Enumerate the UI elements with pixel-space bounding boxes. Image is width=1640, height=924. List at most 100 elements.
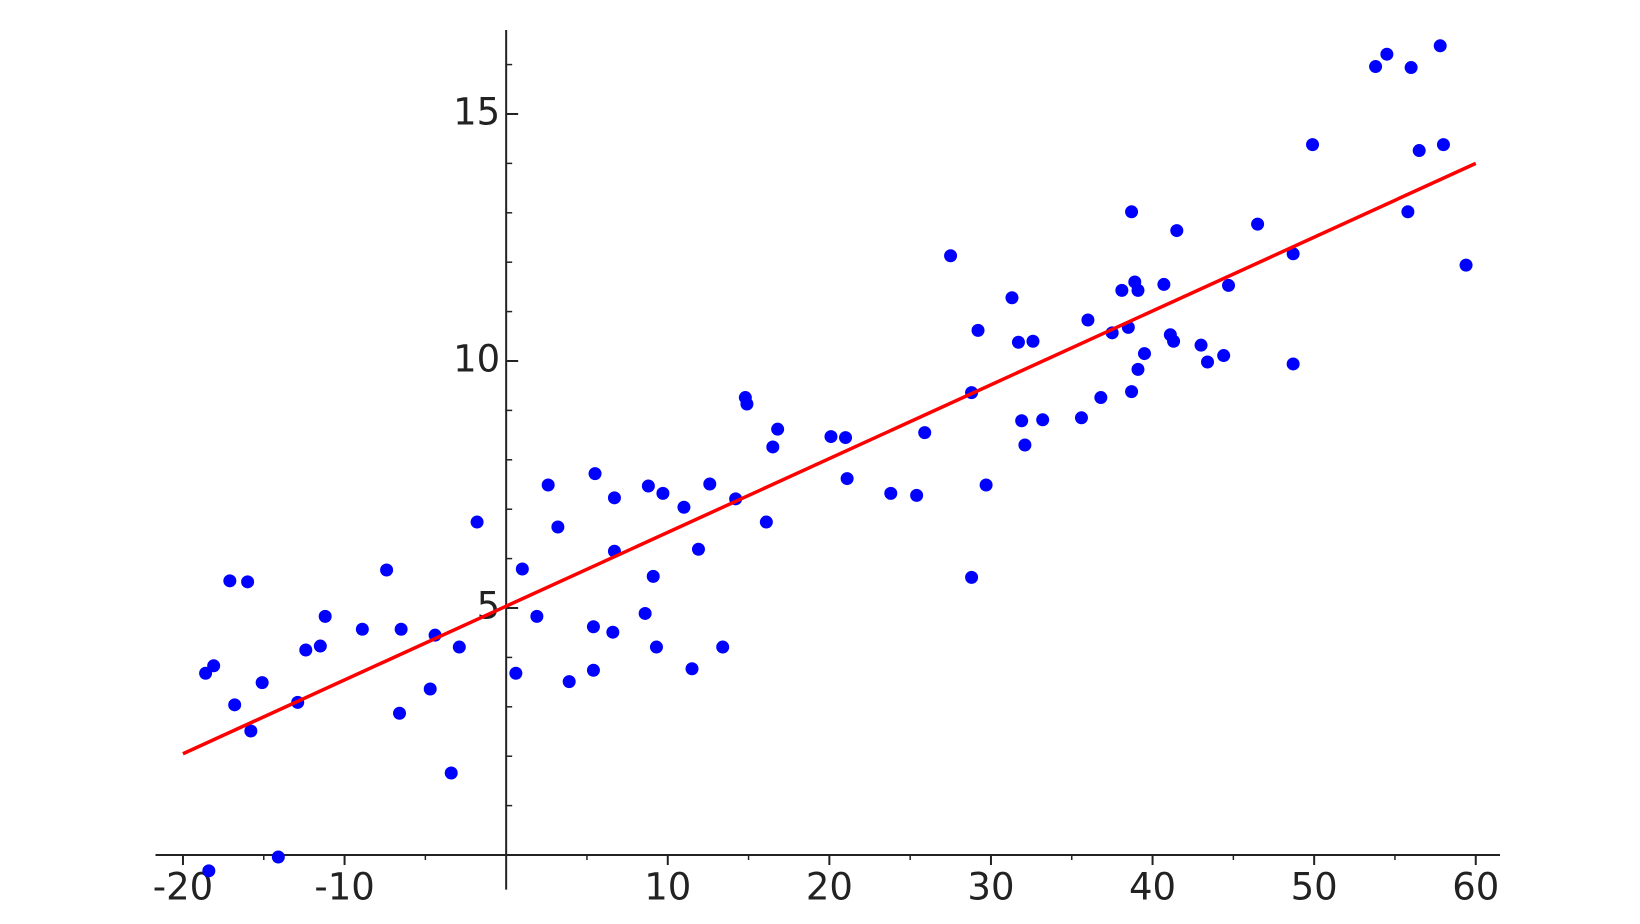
scatter-point bbox=[588, 467, 602, 481]
x-tick-label: 20 bbox=[806, 866, 853, 909]
scatter-point bbox=[641, 479, 655, 493]
scatter-point bbox=[1131, 283, 1145, 297]
scatter-point bbox=[380, 563, 394, 577]
scatter-point bbox=[241, 575, 255, 589]
scatter-point bbox=[1306, 138, 1320, 152]
scatter-point bbox=[1286, 247, 1300, 261]
scatter-point bbox=[691, 542, 705, 556]
scatter-point bbox=[1125, 385, 1139, 399]
scatter-point bbox=[1015, 414, 1029, 428]
scatter-point bbox=[759, 515, 773, 529]
scatter-point bbox=[271, 850, 285, 864]
scatter-point bbox=[944, 249, 958, 263]
y-tick-label: 10 bbox=[453, 337, 500, 380]
scatter-point bbox=[1131, 362, 1145, 376]
scatter-point bbox=[207, 659, 221, 673]
scatter-point bbox=[638, 606, 652, 620]
scatter-point bbox=[1369, 60, 1383, 74]
scatter-point bbox=[840, 472, 854, 486]
scatter-point bbox=[1170, 224, 1184, 238]
scatter-point bbox=[1436, 138, 1450, 152]
scatter-point bbox=[355, 622, 369, 636]
scatter-point bbox=[393, 706, 407, 720]
x-tick-label: -10 bbox=[314, 866, 374, 909]
scatter-point bbox=[586, 620, 600, 634]
scatter-point bbox=[1026, 334, 1040, 348]
scatter-point bbox=[703, 477, 717, 491]
scatter-point bbox=[884, 486, 898, 500]
scatter-point bbox=[1380, 47, 1394, 61]
scatter-point bbox=[1201, 355, 1215, 369]
scatter-point bbox=[444, 766, 458, 780]
scatter-point bbox=[606, 625, 620, 639]
x-tick-label: 10 bbox=[644, 866, 691, 909]
scatter-point bbox=[1094, 391, 1108, 405]
scatter-point bbox=[649, 640, 663, 654]
scatter-point bbox=[910, 488, 924, 502]
scatter-point bbox=[1167, 334, 1181, 348]
scatter-point bbox=[1217, 349, 1231, 363]
scatter-point bbox=[1081, 313, 1095, 327]
scatter-point bbox=[1074, 411, 1088, 425]
scatter-point bbox=[1036, 413, 1050, 427]
scatter-point bbox=[394, 622, 408, 636]
scatter-point bbox=[470, 515, 484, 529]
scatter-point bbox=[771, 422, 785, 436]
scatter-point bbox=[1286, 357, 1300, 371]
scatter-point bbox=[1401, 205, 1415, 219]
scatter-point bbox=[551, 520, 565, 534]
scatter-point bbox=[202, 864, 216, 878]
scatter-point bbox=[740, 397, 754, 411]
scatter-point bbox=[244, 724, 258, 738]
y-tick-label: 15 bbox=[453, 90, 500, 133]
scatter-point bbox=[677, 500, 691, 514]
scatter-point bbox=[716, 640, 730, 654]
scatter-point bbox=[223, 574, 237, 588]
scatter-point bbox=[979, 478, 993, 492]
x-tick-label: 30 bbox=[967, 866, 1014, 909]
scatter-point bbox=[452, 640, 466, 654]
scatter-point bbox=[839, 431, 853, 445]
scatter-point bbox=[1005, 291, 1019, 305]
scatter-point bbox=[1018, 438, 1032, 452]
fit-line bbox=[182, 161, 1477, 756]
scatter-point bbox=[228, 698, 242, 712]
scatter-point bbox=[1115, 283, 1129, 297]
x-tick-label: 60 bbox=[1452, 866, 1499, 909]
scatter-point bbox=[646, 569, 660, 583]
scatter-point bbox=[1125, 205, 1139, 219]
x-tick-label: 40 bbox=[1129, 866, 1176, 909]
scatter-point bbox=[685, 662, 699, 676]
scatter-point bbox=[824, 430, 838, 444]
scatter-point bbox=[509, 666, 523, 680]
scatter-point bbox=[255, 676, 269, 690]
scatter-point bbox=[586, 663, 600, 677]
scatter-point bbox=[1157, 277, 1171, 291]
scatter-point bbox=[1011, 335, 1025, 349]
scatter-point bbox=[1459, 258, 1473, 272]
scatter-point bbox=[656, 486, 670, 500]
scatter-point bbox=[1251, 217, 1265, 231]
scatter-point bbox=[1404, 61, 1418, 75]
scatter-point bbox=[971, 323, 985, 337]
scatter-point bbox=[562, 675, 576, 689]
scatter-point bbox=[965, 570, 979, 584]
scatter-point bbox=[1137, 347, 1151, 361]
scatter-point bbox=[1412, 144, 1426, 158]
scatter-point bbox=[515, 562, 529, 576]
scatter-point bbox=[1433, 39, 1447, 53]
scatter-point bbox=[299, 643, 313, 657]
scatter-point bbox=[1222, 278, 1236, 292]
scatter-point bbox=[766, 440, 780, 454]
scatter-point bbox=[318, 609, 332, 623]
scatter-point bbox=[423, 682, 437, 696]
scatter-point bbox=[541, 478, 555, 492]
scatter-point bbox=[918, 426, 932, 440]
scatter-point bbox=[313, 639, 327, 653]
scatter-point bbox=[530, 609, 544, 623]
scatter-point bbox=[607, 491, 621, 505]
y-tick-label: 5 bbox=[477, 585, 501, 628]
x-tick-label: 50 bbox=[1291, 866, 1338, 909]
